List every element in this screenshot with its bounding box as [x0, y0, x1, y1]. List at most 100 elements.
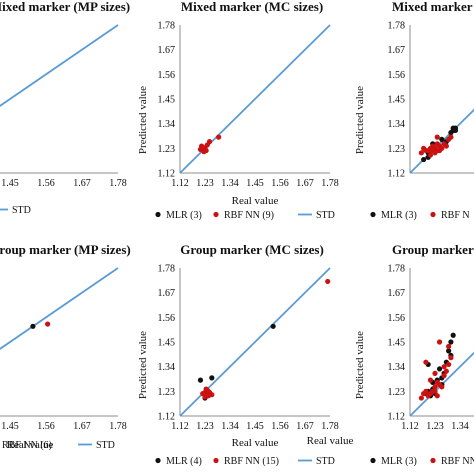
- legend-label: MLR (3): [381, 456, 417, 467]
- y-axis-label: Predicted value: [137, 86, 149, 154]
- x-tick-label: 1.78: [109, 178, 127, 189]
- y-tick-label: 1.78: [388, 21, 406, 32]
- y-tick-label: 1.34: [158, 362, 176, 373]
- y-axis-label: Predicted value: [354, 331, 366, 399]
- x-tick-label: 1.56: [271, 178, 289, 189]
- chart-title: Group marker (MC sizes): [180, 242, 324, 257]
- x-tick-label: 1.56: [271, 421, 289, 432]
- x-tick-label: 1.12: [401, 421, 419, 432]
- x-tick-label: 1.78: [321, 178, 339, 189]
- y-tick-label: 1.45: [158, 95, 176, 106]
- data-point: [418, 395, 424, 401]
- y-tick-label: 1.45: [158, 338, 176, 349]
- y-tick-label: 1.67: [158, 45, 176, 56]
- x-axis-label: Real value: [232, 437, 279, 449]
- y-tick-label: 1.45: [388, 338, 406, 349]
- x-tick-label: 1.23: [196, 178, 214, 189]
- y-tick-label: 1.34: [388, 119, 406, 130]
- x-tick-label: 1.45: [246, 421, 264, 432]
- data-point: [446, 348, 452, 354]
- y-tick-label: 1.56: [388, 70, 406, 81]
- legend-label: RBF NN (9): [224, 210, 274, 221]
- data-point: [439, 136, 445, 142]
- legend-label: MLR (3): [381, 210, 417, 221]
- chart-panel-5: Group marker (MC sizes) 1.12 1.23 1.34 1.45 1…: [137, 242, 339, 467]
- chart-title: Mixed marker (MP: [392, 0, 474, 14]
- data-point: [216, 134, 222, 140]
- y-tick-label: 1.12: [388, 412, 406, 423]
- data-point: [452, 125, 459, 131]
- chart-panel-3: Mixed marker (MP 1.12 1.23 1.34 1.45 1.56 1.67…: [354, 0, 474, 221]
- data-point: [434, 393, 440, 399]
- legend-label: RBF N: [441, 210, 470, 221]
- data-point: [423, 388, 429, 394]
- legend-label: RBF NN (6): [2, 440, 52, 451]
- data-point: [436, 339, 443, 345]
- legend-marker: [430, 211, 436, 218]
- data-point: [443, 143, 449, 149]
- x-tick-label: 1.45: [1, 421, 19, 432]
- y-tick-label: 1.23: [158, 387, 176, 398]
- legend-label: RBF NN (15): [224, 456, 279, 467]
- std-line: [0, 267, 119, 350]
- data-point: [270, 323, 276, 329]
- x-tick-label: 1.56: [37, 178, 55, 189]
- data-point: [206, 139, 213, 145]
- legend-label: RBF NN: [441, 456, 474, 467]
- x-tick-label: 1.45: [1, 178, 19, 189]
- std-line: [0, 24, 119, 107]
- data-point: [427, 377, 434, 383]
- x-axis-label: Real value: [7, 439, 54, 451]
- y-tick-label: 1.12: [158, 169, 176, 180]
- y-tick-label: 1.45: [388, 95, 406, 106]
- y-tick-label: 1.23: [158, 144, 176, 155]
- data-point: [436, 366, 443, 372]
- data-point: [439, 145, 445, 151]
- data-point: [202, 394, 208, 400]
- legend-marker: [370, 211, 376, 218]
- x-tick-label: 1.67: [296, 178, 314, 189]
- data-point: [443, 368, 449, 374]
- y-tick-label: 1.67: [388, 288, 406, 299]
- chart-panel-4: Group marker (MP sizes)1.341.451.561.671…: [0, 242, 131, 451]
- y-tick-label: 1.67: [388, 45, 406, 56]
- x-tick-label: 1.23: [426, 421, 444, 432]
- data-point: [432, 384, 438, 390]
- x-tick-label: 1.78: [109, 421, 127, 432]
- data-point: [432, 388, 438, 394]
- data-point: [450, 332, 456, 338]
- x-tick-label: 1.78: [321, 421, 339, 432]
- data-point: [427, 152, 434, 158]
- data-point: [418, 150, 424, 156]
- y-tick-label: 1.56: [388, 313, 406, 324]
- data-point: [30, 323, 36, 329]
- y-tick-label: 1.34: [158, 119, 176, 130]
- x-tick-label: 1.67: [73, 421, 91, 432]
- y-axis-label: Predicted value: [354, 86, 366, 154]
- x-tick-label: 1.45: [246, 178, 264, 189]
- chart-panel-2: Mixed marker (MC sizes) 1.12 1.23 1.34 1.45 1…: [137, 0, 339, 221]
- data-point: [446, 343, 452, 350]
- chart-title: Group marker (MC: [392, 242, 474, 257]
- data-point: [432, 370, 438, 376]
- x-tick-label: 1.56: [37, 421, 55, 432]
- legend-marker: [213, 457, 219, 464]
- x-tick-label: 1.34: [451, 421, 469, 432]
- y-tick-label: 1.23: [388, 144, 406, 155]
- legend-label: MLR (3): [166, 210, 202, 221]
- y-tick-label: 1.12: [388, 169, 406, 180]
- legend-label: STD: [12, 205, 31, 216]
- x-tick-label: 1.34: [221, 178, 239, 189]
- y-tick-label: 1.34: [388, 362, 406, 373]
- chart-title: Mixed marker (MP sizes): [0, 0, 130, 14]
- legend-label: STD: [316, 456, 335, 467]
- data-point: [448, 355, 454, 361]
- x-axis-label: Real value: [232, 195, 279, 207]
- x-axis-label: Real value: [307, 435, 354, 447]
- legend-marker: [155, 211, 161, 218]
- data-point: [209, 392, 215, 398]
- legend-marker: [155, 457, 161, 464]
- y-tick-label: 1.12: [158, 412, 176, 423]
- chart-title: Mixed marker (MC sizes): [181, 0, 323, 14]
- y-tick-label: 1.78: [158, 264, 176, 275]
